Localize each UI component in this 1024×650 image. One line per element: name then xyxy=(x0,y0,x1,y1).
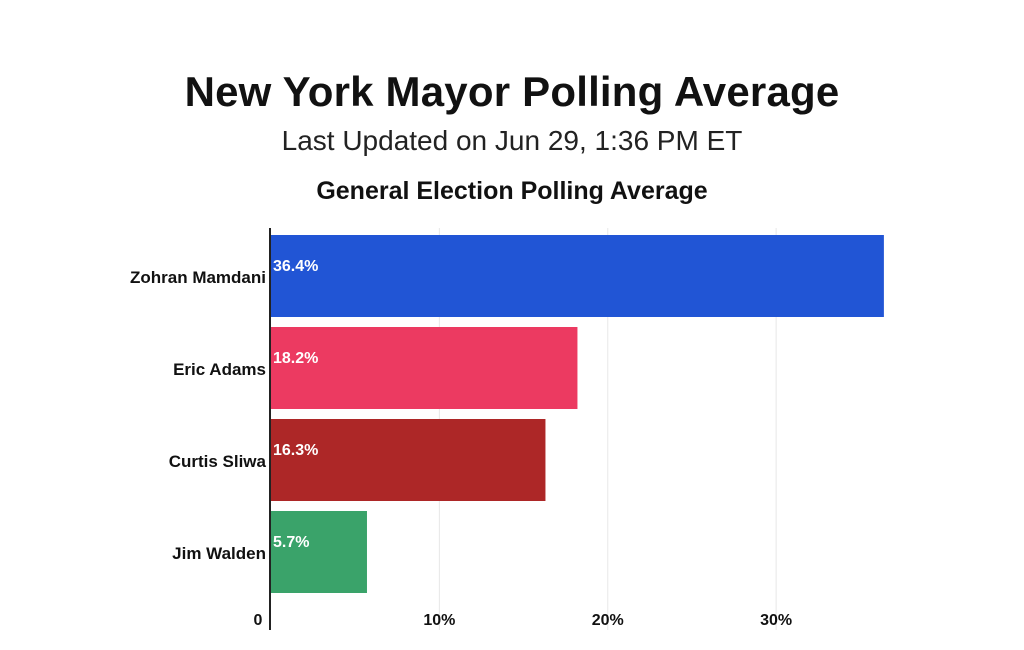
category-label: Curtis Sliwa xyxy=(169,452,267,471)
bar xyxy=(271,327,578,409)
category-label: Eric Adams xyxy=(173,360,266,379)
bar xyxy=(271,511,367,593)
category-label: Zohran Mamdani xyxy=(130,268,266,287)
x-tick-label: 20% xyxy=(592,612,624,629)
x-tick-label: 0 xyxy=(254,612,263,629)
chart-subtitle: General Election Polling Average xyxy=(316,177,708,205)
category-label: Jim Walden xyxy=(172,544,266,563)
page-title: New York Mayor Polling Average xyxy=(184,68,840,115)
bar-value-label: 18.2% xyxy=(273,350,318,367)
x-tick-label: 30% xyxy=(760,612,792,629)
last-updated: Last Updated on Jun 29, 1:36 PM ET xyxy=(281,125,743,156)
bar-value-label: 36.4% xyxy=(273,258,318,275)
bar-value-label: 5.7% xyxy=(273,534,309,551)
x-tick-label: 10% xyxy=(423,612,455,629)
bar xyxy=(271,419,546,501)
bar xyxy=(271,235,884,317)
bar-value-label: 16.3% xyxy=(273,442,318,459)
